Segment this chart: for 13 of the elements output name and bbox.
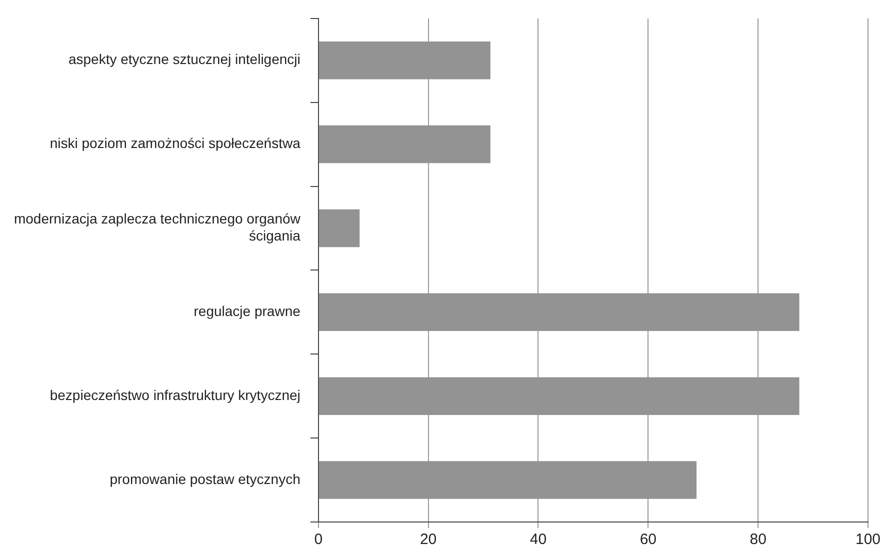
x-tick-label: 100 (855, 531, 881, 548)
y-tick-label: promowanie postaw etycznych (110, 470, 300, 487)
x-tick-label: 0 (314, 531, 323, 548)
y-tick-label: aspekty etyczne sztucznej inteligencji (68, 51, 300, 68)
x-tick-label: 60 (640, 531, 656, 548)
x-tick-label: 40 (530, 531, 547, 548)
y-tick-label: regulacje prawne (194, 303, 301, 320)
x-tick-label: 80 (750, 531, 766, 548)
bar (318, 209, 360, 248)
x-tick-label: 20 (420, 531, 437, 548)
y-tick-label: bezpieczeństwo infrastruktury krytycznej (50, 386, 300, 403)
y-tick-label: modernizacja zaplecza technicznego organów ścigania (14, 210, 302, 244)
y-tick-label: niski poziom zamożności społeczeństwa (50, 135, 301, 152)
